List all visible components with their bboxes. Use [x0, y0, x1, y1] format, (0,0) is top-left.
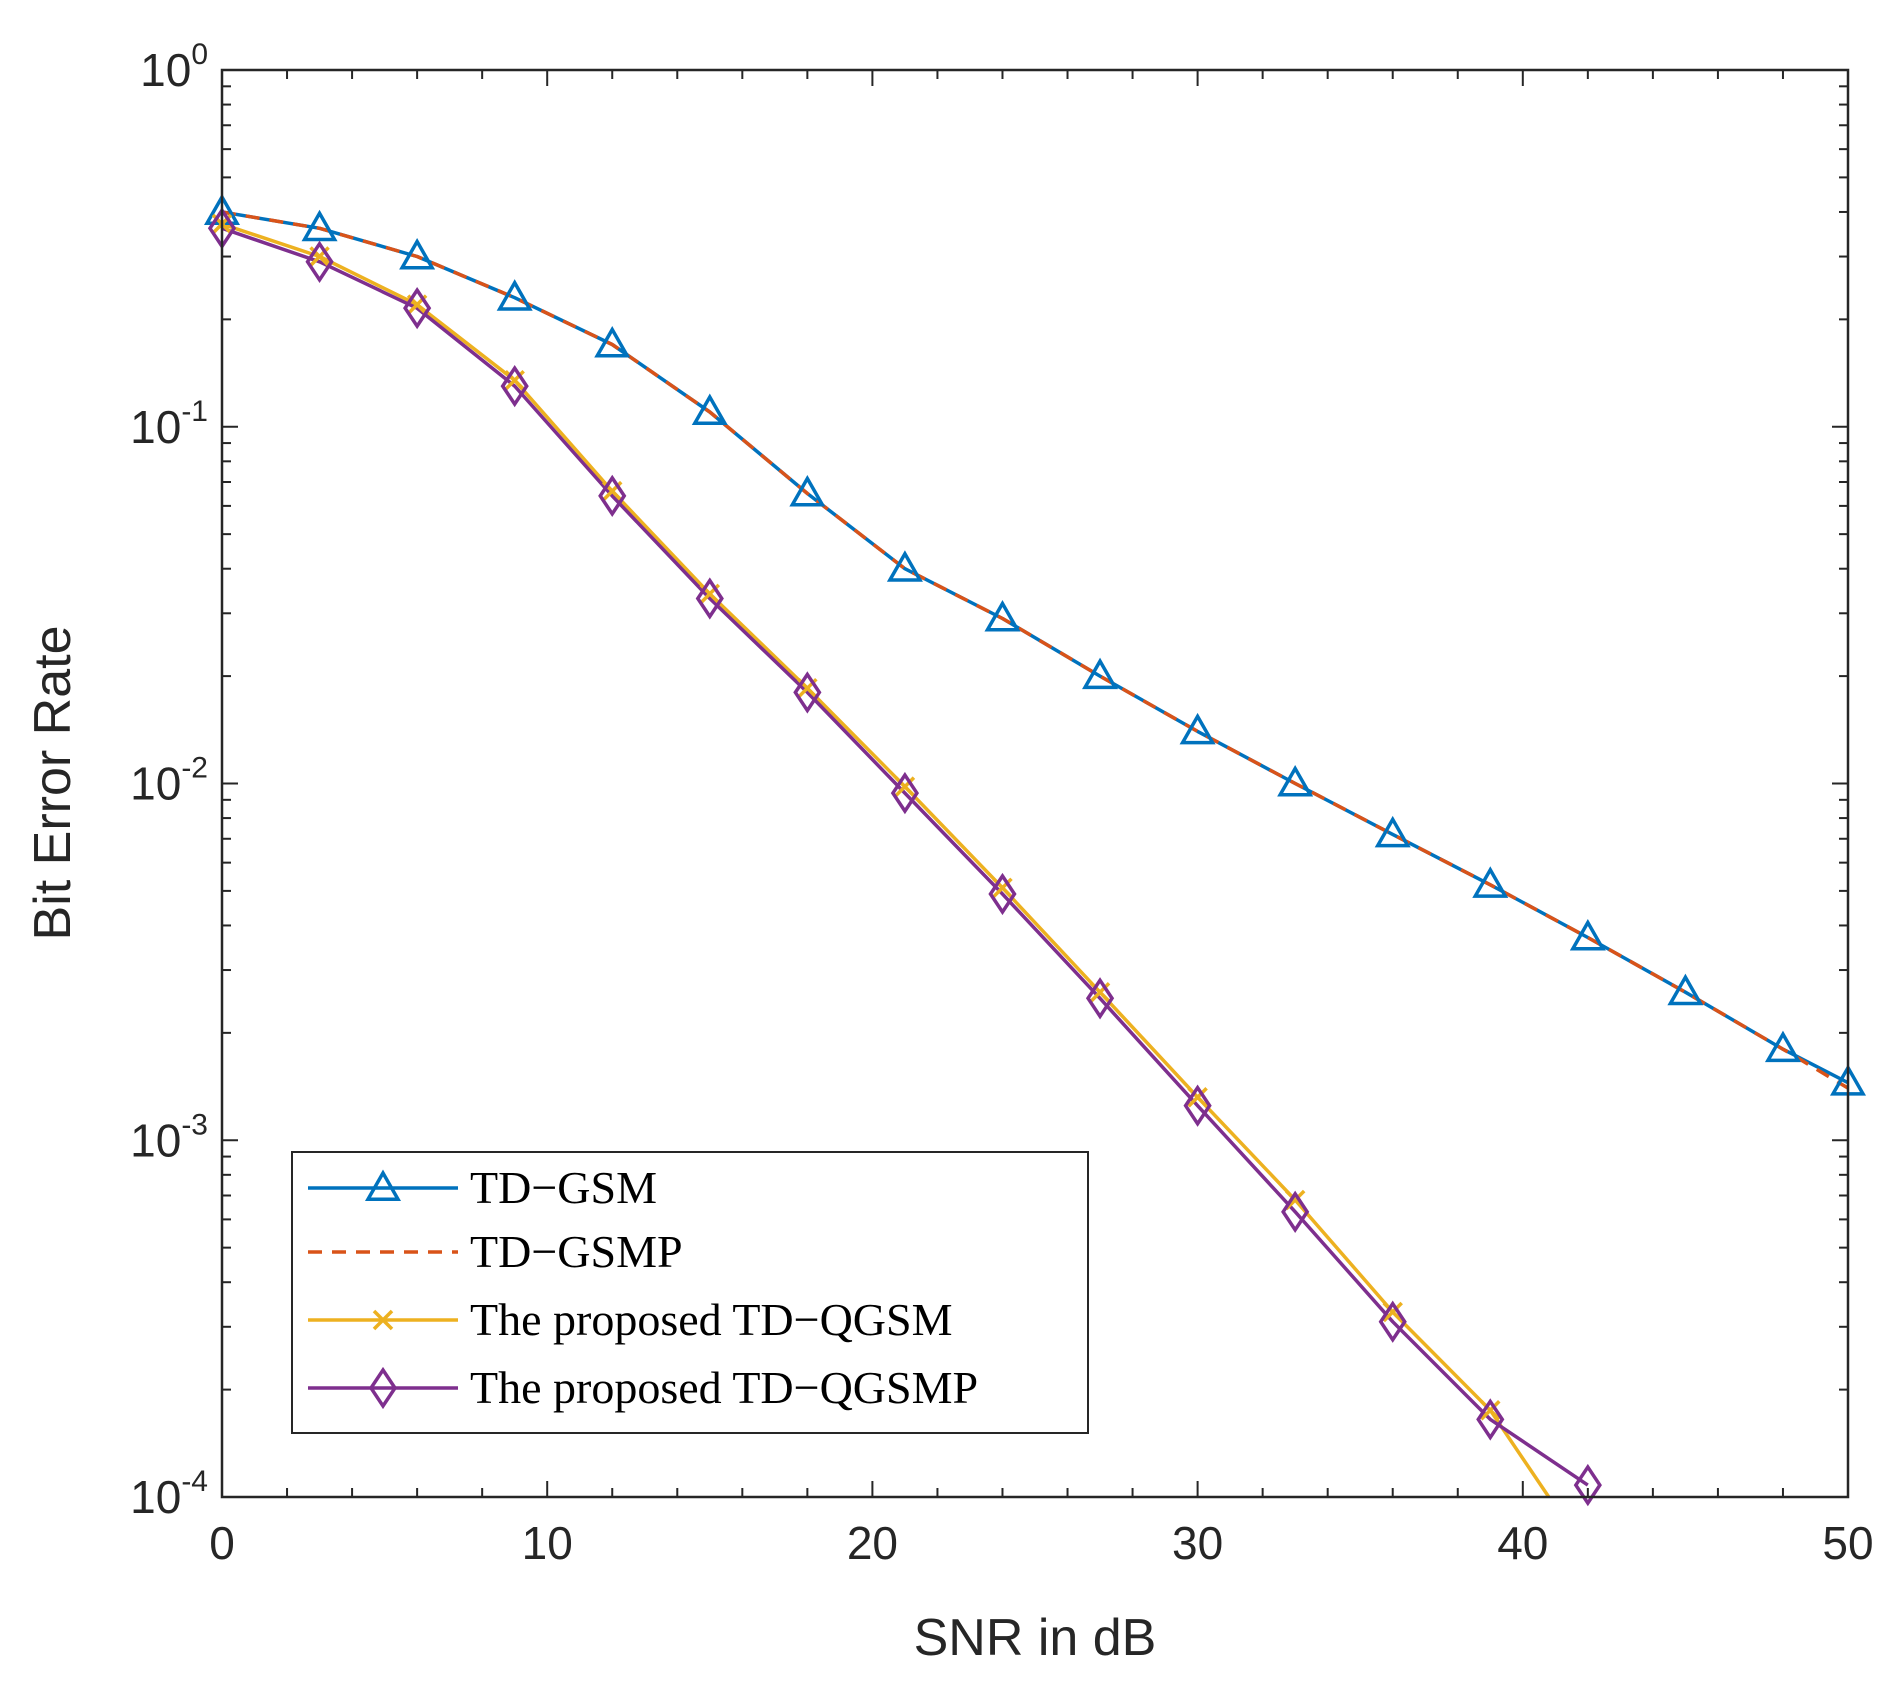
series-3-point [992, 877, 1013, 899]
series-1-point [691, 393, 728, 425]
x-tick-label: 50 [1822, 1517, 1873, 1569]
legend-label-4: The proposed TD−QGSMP [470, 1362, 978, 1413]
legend: TD−GSM TD−GSMP The proposed TD−QGSM The pro… [291, 1151, 1089, 1434]
series-line-4 [222, 226, 1589, 1487]
series-markers [203, 193, 1867, 1507]
x-tick-labels: 0 10 20 30 40 50 [209, 1517, 1873, 1569]
series-3-point [1284, 1189, 1306, 1211]
series-4-point [598, 474, 627, 518]
series-1-point [1374, 815, 1411, 848]
series-1-point [1764, 1030, 1801, 1063]
y-tick-label: 10-2 [130, 752, 208, 810]
x-tick-label: 20 [847, 1517, 898, 1569]
series-3-point-stroke [1284, 1189, 1306, 1211]
series-3-point [894, 776, 916, 797]
series-3-point-stroke [1382, 1301, 1403, 1323]
series-4-point [403, 286, 432, 330]
series-3-point-stroke [894, 776, 916, 797]
legend-label-3: The proposed TD−QGSM [470, 1294, 953, 1345]
series-3-point [1187, 1086, 1208, 1108]
legend-marker-4 [368, 1366, 398, 1410]
series-4-point [1281, 1190, 1310, 1233]
series-1-point [1569, 919, 1606, 951]
series-4-point [988, 872, 1017, 916]
series-1-point [1277, 764, 1314, 797]
y-axis-label: Bit Error Rate [24, 626, 82, 941]
legend-box [291, 1151, 1089, 1434]
legend-marker-1 [364, 1169, 402, 1201]
series-4-point [1085, 977, 1115, 1020]
x-tick-label: 0 [209, 1517, 235, 1569]
series-3-point [1480, 1400, 1501, 1421]
y-tick-label: 10-4 [130, 1465, 208, 1523]
y-tick-labels: 100 10-1 10-2 10-3 10-4 [130, 38, 208, 1523]
series-4-point [1573, 1463, 1602, 1507]
series-4-point [500, 364, 529, 408]
series-1-point [496, 279, 533, 311]
series-3-point-stroke [1480, 1400, 1501, 1421]
series-1-point [399, 238, 436, 270]
series-3-point-stroke [1187, 1086, 1208, 1108]
axis-ticks [221, 69, 1849, 1498]
series-1-point [594, 326, 631, 358]
x-axis-label: SNR in dB [914, 1609, 1157, 1667]
x-tick-label: 10 [522, 1517, 573, 1569]
series-1-point [1082, 657, 1119, 690]
series-3-point-stroke [992, 877, 1013, 899]
legend-marker-3-stroke [372, 1309, 394, 1331]
y-tick-label: 10-1 [130, 395, 208, 453]
series-3-point [1382, 1301, 1403, 1323]
series-4-point [1476, 1398, 1505, 1441]
x-tick-label: 40 [1497, 1517, 1548, 1569]
series-4-point [305, 240, 334, 283]
series-line-2 [222, 210, 1848, 1090]
y-tick-label: 100 [140, 38, 208, 96]
series-1-point [1472, 866, 1509, 898]
series-4-point [1183, 1084, 1212, 1127]
y-tick-label: 10-3 [130, 1108, 208, 1166]
series-4-point [793, 671, 822, 714]
series-1-point [886, 550, 923, 582]
series-4-point [695, 577, 724, 620]
legend-marker-3 [372, 1309, 394, 1331]
legend-label-1: TD−GSM [470, 1162, 657, 1213]
legend-label-2: TD−GSMP [470, 1226, 683, 1277]
series-4-point [890, 771, 920, 815]
series-1-point [984, 600, 1021, 632]
series-1-point [301, 209, 338, 242]
series-1-point [1179, 712, 1216, 745]
series-4-point [1378, 1300, 1407, 1343]
series-1-point [789, 474, 826, 507]
axes-box [220, 68, 1850, 1499]
series-1-point [1667, 973, 1704, 1006]
x-tick-label: 30 [1172, 1517, 1223, 1569]
